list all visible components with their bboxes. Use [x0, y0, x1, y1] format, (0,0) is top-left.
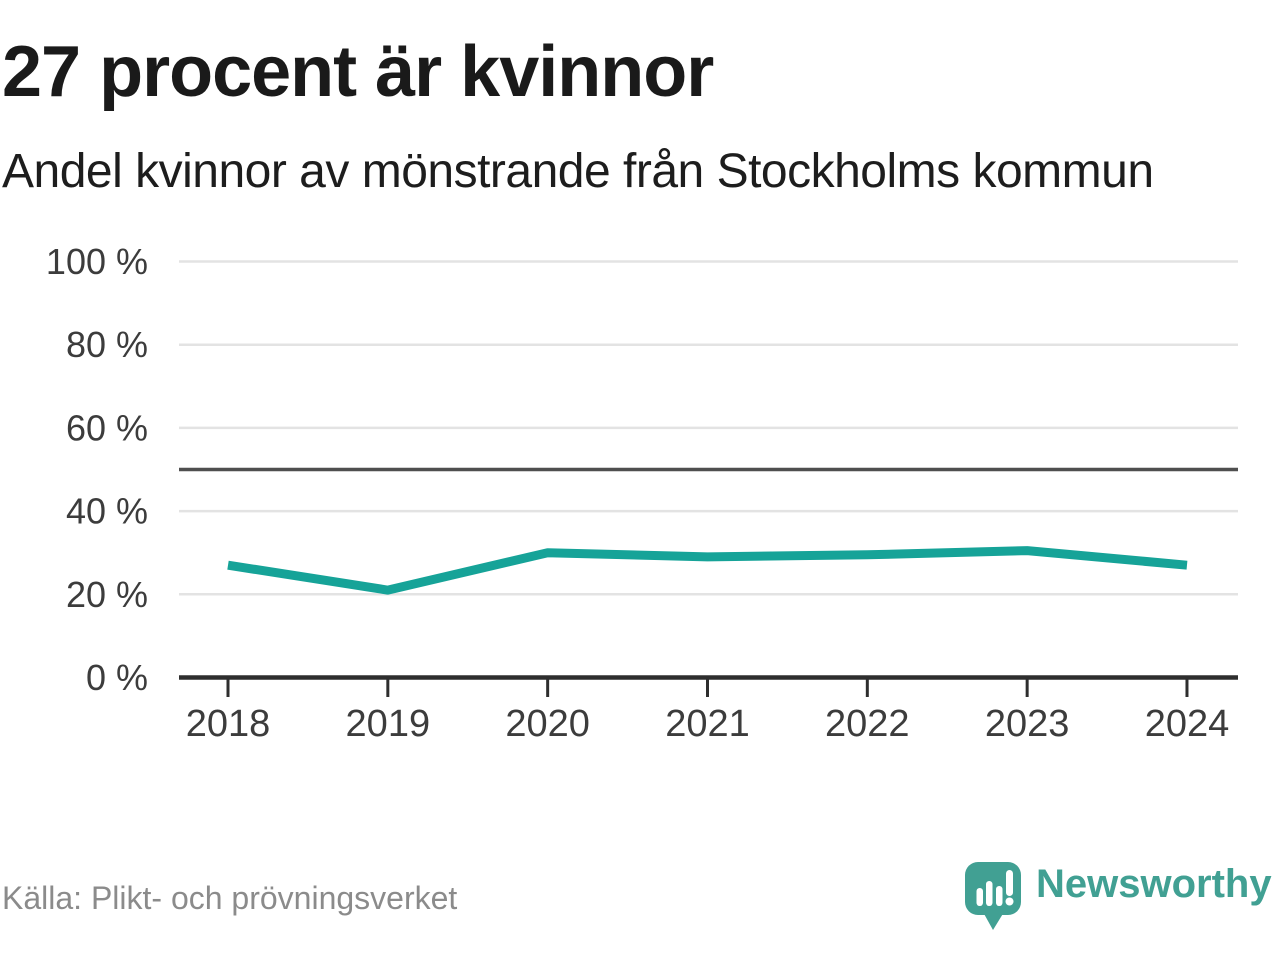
y-axis-label: 20 %	[66, 574, 148, 615]
data-line	[227, 546, 1188, 595]
x-axis-label: 2021	[665, 703, 750, 745]
x-axis-label: 2020	[505, 703, 590, 745]
x-axis-label: 2019	[346, 703, 431, 745]
x-axis-label: 2022	[825, 703, 910, 745]
y-axis-label: 80 %	[66, 324, 148, 365]
newsworthy-logo-icon	[965, 862, 1021, 930]
x-axis-label: 2024	[1145, 703, 1230, 745]
newsworthy-wordmark: Newsworthy	[1036, 862, 1272, 906]
y-axis-label: 100 %	[46, 241, 148, 282]
x-axis-label: 2018	[186, 703, 271, 745]
page-subtitle: Andel kvinnor av mönstrande från Stockho…	[2, 145, 1154, 198]
x-axis-label: 2023	[985, 703, 1070, 745]
page-title: 27 procent är kvinnor	[2, 32, 714, 112]
y-axis-label: 60 %	[66, 407, 148, 448]
y-axis-label: 0 %	[86, 657, 148, 698]
y-axis-label: 40 %	[66, 491, 148, 532]
newsworthy-logo: Newsworthy	[958, 853, 1278, 938]
source-text: Källa: Plikt- och prövningsverket	[2, 880, 458, 916]
